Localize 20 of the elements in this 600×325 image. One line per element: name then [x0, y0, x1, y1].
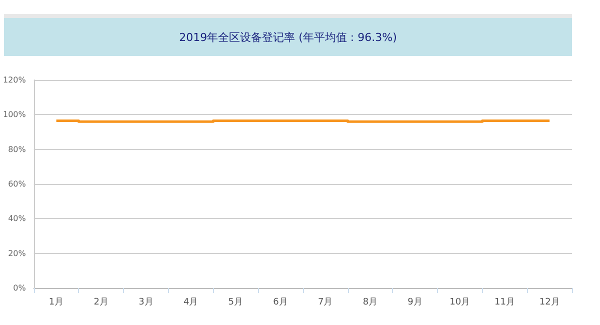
- x-tick-label: 6月: [273, 298, 288, 308]
- x-tick-label: 11月: [494, 298, 515, 308]
- x-tick-label: 5月: [228, 298, 244, 308]
- x-tick-label: 9月: [408, 298, 422, 308]
- x-tick-label: 1月: [48, 298, 64, 308]
- x-tick-label: 3月: [138, 298, 154, 308]
- x-tick-label: 12月: [539, 298, 560, 308]
- x-tick-label: 4月: [183, 298, 198, 308]
- y-tick-label: 0%: [13, 284, 26, 292]
- y-tick-label: 20%: [8, 248, 26, 258]
- y-tick-label: 80%: [8, 144, 26, 154]
- x-tick-label: 7月: [318, 298, 333, 308]
- y-tick-label: 120%: [2, 76, 26, 84]
- x-tick-label: 2月: [94, 298, 109, 308]
- y-tick-label: 100%: [2, 110, 26, 120]
- y-tick-label: 60%: [8, 180, 26, 188]
- chart-title: 2019年全区设备登记率 (年平均值 : 96.3%): [4, 14, 572, 56]
- x-tick-label: 8月: [362, 298, 378, 308]
- y-tick-label: 40%: [8, 214, 26, 224]
- x-tick-label: 10月: [450, 298, 470, 308]
